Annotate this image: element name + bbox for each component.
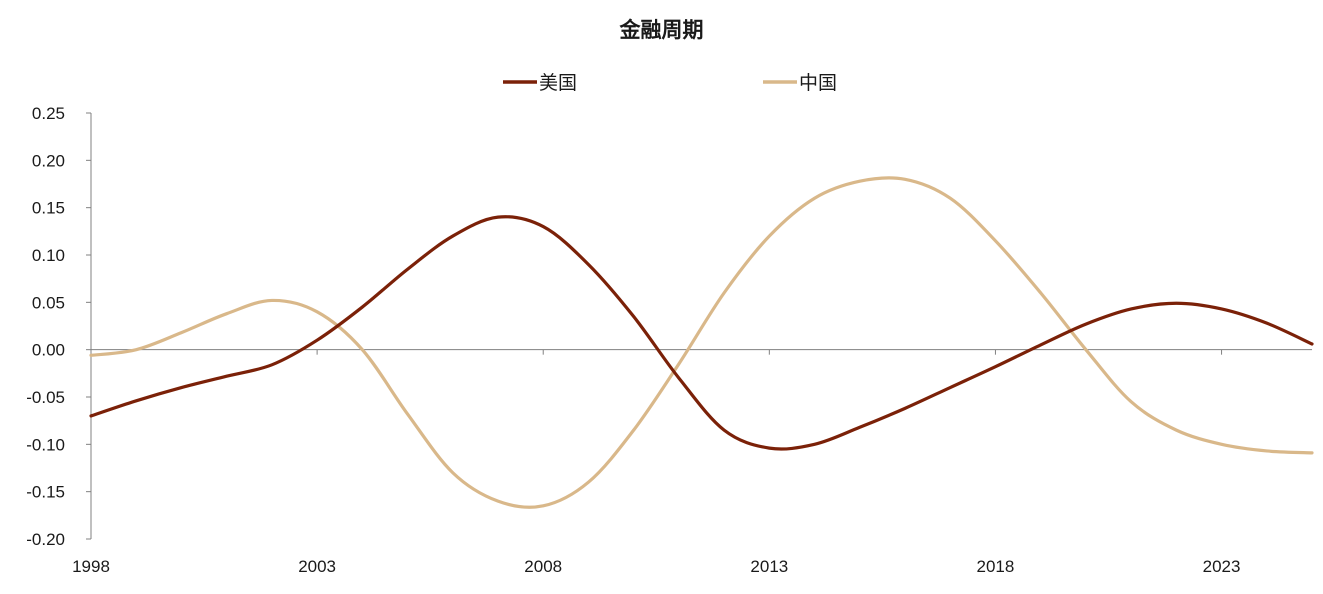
y-tick-label: 0.00 — [32, 341, 65, 360]
y-tick-label: 0.10 — [32, 246, 65, 265]
series-line-china — [89, 176, 1314, 509]
chart-axes: 0.25 0.20 0.15 0.10 0.05 0.00 -0.05 -0.10 -0.15 -… — [26, 104, 1312, 576]
legend-label-china: 中国 — [799, 72, 837, 94]
y-tick-label: -0.05 — [26, 388, 65, 407]
series-line-us — [89, 215, 1314, 451]
y-tick-label: -0.20 — [26, 530, 65, 549]
series-layer — [89, 176, 1314, 509]
x-tick-label: 2023 — [1203, 557, 1241, 576]
x-tick-label: 1998 — [72, 557, 110, 576]
chart-title: 金融周期 — [619, 18, 704, 42]
x-tick-label: 2003 — [298, 557, 336, 576]
y-tick-label: 0.20 — [32, 151, 65, 170]
y-tick-label: -0.10 — [26, 435, 65, 454]
y-tick-label: -0.15 — [26, 483, 65, 502]
y-tick-label: 0.05 — [32, 293, 65, 312]
legend: 美国 中国 — [503, 72, 837, 94]
y-tick-label: 0.15 — [32, 199, 65, 218]
x-tick-label: 2018 — [977, 557, 1015, 576]
x-tick-label: 2013 — [750, 557, 788, 576]
y-tick-label: 0.25 — [32, 104, 65, 123]
legend-label-us: 美国 — [539, 72, 577, 94]
x-tick-label: 2008 — [524, 557, 562, 576]
